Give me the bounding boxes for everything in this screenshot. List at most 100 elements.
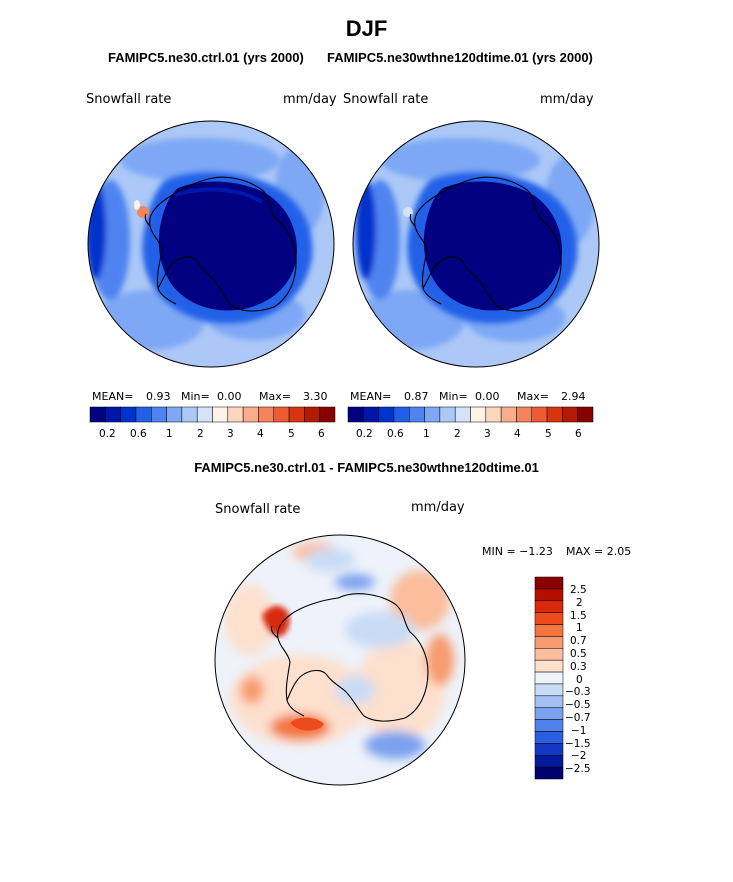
main-title: DJF bbox=[345, 16, 388, 41]
difference-coastline bbox=[270, 593, 429, 722]
colorbar-swatch bbox=[273, 406, 290, 423]
colorbar-swatch bbox=[151, 406, 167, 423]
colorbar-swatch bbox=[196, 406, 213, 423]
panel-1-colorbar bbox=[89, 406, 336, 423]
colorbar-swatch bbox=[534, 636, 564, 649]
cb3-label: −2 bbox=[571, 750, 587, 762]
difference-colorbar bbox=[534, 576, 564, 780]
panel-2-border bbox=[352, 120, 600, 368]
colorbar-swatch bbox=[288, 406, 305, 423]
panel-2-colorbar bbox=[347, 406, 594, 423]
panel-1-mean-label: MEAN= bbox=[92, 390, 134, 403]
difference-border bbox=[214, 534, 466, 786]
cb3-label: −0.7 bbox=[565, 712, 591, 724]
colorbar-swatch bbox=[534, 576, 564, 590]
panel-1-title: FAMIPC5.ne30.ctrl.01 (yrs 2000) bbox=[108, 50, 304, 65]
colorbar-swatch bbox=[439, 406, 456, 423]
cb3-label: 1 bbox=[576, 622, 583, 634]
difference-min-text: MIN = −1.23 bbox=[482, 545, 553, 558]
cb3-label: 2.5 bbox=[570, 584, 587, 596]
cb3-label: −1 bbox=[571, 725, 587, 737]
cb2-tick: 4 bbox=[514, 428, 521, 440]
cb2-tick: 3 bbox=[484, 428, 491, 440]
cb1-tick: 1 bbox=[166, 428, 173, 440]
panel-2-min-label: Min= bbox=[439, 390, 468, 403]
cb1-tick: 3 bbox=[227, 428, 234, 440]
cb3-label: −2.5 bbox=[565, 763, 591, 775]
cb3-label: 0 bbox=[576, 674, 583, 686]
colorbar-swatch bbox=[534, 659, 564, 673]
colorbar-swatch bbox=[562, 406, 578, 423]
colorbar-swatch bbox=[534, 683, 564, 697]
panel-1-min-value: 0.00 bbox=[217, 390, 242, 403]
colorbar-swatch bbox=[424, 406, 441, 423]
colorbar-swatch bbox=[534, 624, 564, 637]
panel-1-max-value: 3.30 bbox=[303, 390, 328, 403]
colorbar-swatch bbox=[258, 406, 274, 423]
cb1-tick: 2 bbox=[197, 428, 204, 440]
colorbar-swatch bbox=[347, 406, 364, 423]
difference-variable-label: Snowfall rate bbox=[215, 502, 301, 517]
colorbar-swatch bbox=[534, 731, 564, 744]
difference-title: FAMIPC5.ne30.ctrl.01 - FAMIPC5.ne30wthne… bbox=[194, 460, 539, 475]
colorbar-swatch bbox=[304, 406, 320, 423]
colorbar-swatch bbox=[534, 648, 564, 661]
colorbar-swatch bbox=[454, 406, 471, 423]
cb1-tick: 4 bbox=[257, 428, 264, 440]
panel-1-coastline bbox=[144, 176, 297, 312]
cb3-label: 0.5 bbox=[570, 648, 587, 660]
panel-1-variable-label: Snowfall rate bbox=[86, 92, 172, 107]
cb2-tick: 0.2 bbox=[356, 428, 373, 440]
panel-1-units-label: mm/day bbox=[283, 92, 337, 107]
panel-1-max-label: Max= bbox=[259, 390, 291, 403]
difference-max-text: MAX = 2.05 bbox=[566, 545, 632, 558]
colorbar-swatch bbox=[534, 671, 564, 685]
panel-2-map bbox=[353, 121, 599, 367]
panel-2-units-label: mm/day bbox=[540, 92, 594, 107]
cb2-tick: 2 bbox=[454, 428, 461, 440]
panel-1-border bbox=[87, 120, 335, 368]
cb3-label: −0.3 bbox=[565, 686, 591, 698]
colorbar-swatch bbox=[393, 406, 410, 423]
colorbar-swatch bbox=[534, 588, 564, 602]
colorbar-swatch bbox=[135, 406, 152, 423]
colorbar-swatch bbox=[485, 406, 502, 423]
cb2-tick: 6 bbox=[575, 428, 582, 440]
panel-2-title: FAMIPC5.ne30wthne120dtime.01 (yrs 2000) bbox=[327, 50, 593, 65]
colorbar-swatch bbox=[212, 406, 229, 423]
cb1-tick: 0.2 bbox=[99, 428, 116, 440]
colorbar-swatch bbox=[181, 406, 198, 423]
panel-2-max-value: 2.94 bbox=[561, 390, 586, 403]
cb3-label: 0.7 bbox=[570, 635, 587, 647]
panel-2-max-label: Max= bbox=[517, 390, 549, 403]
cb3-label: 1.5 bbox=[570, 610, 587, 622]
colorbar-swatch bbox=[470, 406, 487, 423]
colorbar-swatch bbox=[242, 406, 259, 423]
colorbar-swatch bbox=[534, 766, 564, 780]
cb2-tick: 5 bbox=[545, 428, 552, 440]
panel-2-min-value: 0.00 bbox=[475, 390, 500, 403]
colorbar-swatch bbox=[534, 695, 564, 708]
colorbar-swatch bbox=[577, 406, 594, 423]
colorbar-swatch bbox=[166, 406, 183, 423]
difference-map bbox=[215, 535, 465, 785]
cb1-tick: 5 bbox=[288, 428, 295, 440]
colorbar-swatch bbox=[534, 719, 564, 732]
cb3-label: −0.5 bbox=[565, 699, 591, 711]
panel-2-mean-value: 0.87 bbox=[404, 390, 429, 403]
cb1-tick: 6 bbox=[318, 428, 325, 440]
panel-1-mean-value: 0.93 bbox=[146, 390, 171, 403]
cb3-label: 2 bbox=[576, 597, 583, 609]
panel-2-mean-label: MEAN= bbox=[350, 390, 392, 403]
panel-1-min-label: Min= bbox=[181, 390, 210, 403]
colorbar-swatch bbox=[105, 406, 121, 423]
colorbar-swatch bbox=[500, 406, 517, 423]
cb2-tick: 0.6 bbox=[387, 428, 404, 440]
panel-1-map bbox=[88, 121, 334, 367]
cb2-tick: 1 bbox=[423, 428, 430, 440]
colorbar-swatch bbox=[409, 406, 425, 423]
difference-units-label: mm/day bbox=[411, 500, 465, 515]
colorbar-swatch bbox=[319, 406, 336, 423]
panel-2-variable-label: Snowfall rate bbox=[343, 92, 429, 107]
cb3-label: −1.5 bbox=[565, 738, 591, 750]
